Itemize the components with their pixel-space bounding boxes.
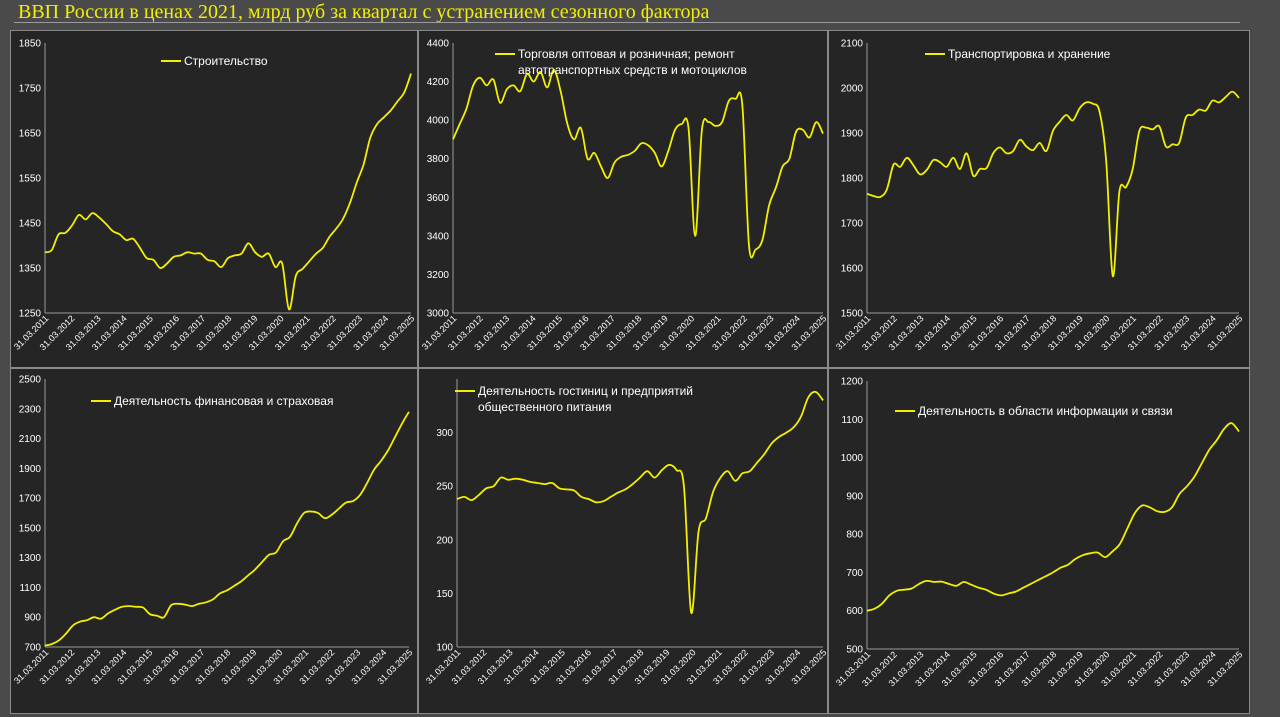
chart-panel-construction: 1250 1350 1450 1550 1650 1750 1850 31.03.2011 31… <box>10 30 418 368</box>
chart-panel-hotels: 100 150 200 250 300 31.03.2011 31.03.2012 31.03… <box>418 368 828 714</box>
y-tick-label: 1600 <box>841 264 864 275</box>
title-divider <box>14 22 1240 23</box>
y-tick-label: 1850 <box>19 39 42 50</box>
page-title: ВВП России в ценах 2021, млрд руб за ква… <box>18 1 710 23</box>
y-tick-label: 1250 <box>19 309 42 320</box>
y-tick-label: 600 <box>846 606 863 617</box>
chart-trade: 3000320034003600380040004200440031.03.20… <box>420 39 827 353</box>
chart-panel-transport: 1500 1600 1700 1800 1900 2000 2100 31.03.2011 31… <box>828 30 1250 368</box>
series-line <box>456 390 824 614</box>
series-line <box>452 69 824 259</box>
y-tick-label: 1900 <box>19 464 42 475</box>
y-tick-label: 100 <box>436 643 453 654</box>
chart-hotels: 10015020025030031.03.201131.03.201231.03… <box>424 379 827 686</box>
y-tick-label: 1900 <box>841 129 864 140</box>
y-tick-label: 500 <box>846 645 863 656</box>
y-tick-label: 150 <box>436 589 453 600</box>
chart-panel-trade: 3000 3200 3400 3600 3800 4000 4200 4400 31.03.20… <box>418 30 828 368</box>
y-tick-label: 1500 <box>841 309 864 320</box>
y-tick-label: 3200 <box>427 270 450 281</box>
y-tick-label: 1800 <box>841 174 864 185</box>
legend-label: Деятельность финансовая и страховая <box>114 394 333 408</box>
chart-transport: 150016001700180019002000210031.03.201131… <box>834 39 1244 353</box>
y-tick-label: 2500 <box>19 375 42 386</box>
y-tick-label: 900 <box>846 491 863 502</box>
y-tick-label: 1350 <box>19 264 42 275</box>
series-line <box>866 90 1240 278</box>
y-tick-label: 1100 <box>841 415 863 426</box>
y-tick-label: 1750 <box>19 84 42 95</box>
series-line <box>44 411 410 647</box>
legend-label: Деятельность гостиниц и предприятий общес… <box>478 384 693 414</box>
y-tick-label: 1700 <box>841 219 864 230</box>
y-tick-label: 300 <box>436 428 453 439</box>
y-tick-label: 250 <box>436 482 453 493</box>
y-tick-label: 2300 <box>19 404 42 415</box>
chart-construction: 125013501450155016501750185031.03.201131… <box>12 39 416 353</box>
y-tick-label: 700 <box>846 568 863 579</box>
y-tick-label: 1500 <box>19 523 42 534</box>
legend-label: Строительство <box>184 54 268 68</box>
legend-label: Транспортировка и хранение <box>948 47 1111 61</box>
y-tick-label: 4400 <box>427 39 450 50</box>
y-tick-label: 800 <box>846 530 863 541</box>
y-tick-label: 2100 <box>841 39 864 50</box>
series-line <box>866 422 1240 612</box>
y-tick-label: 1450 <box>19 219 42 230</box>
y-tick-label: 1700 <box>19 494 42 505</box>
y-tick-label: 200 <box>436 535 453 546</box>
y-tick-label: 700 <box>24 643 41 654</box>
y-tick-label: 3400 <box>427 231 450 242</box>
series-line <box>44 73 412 311</box>
y-tick-label: 1000 <box>841 453 864 464</box>
y-tick-label: 1300 <box>19 553 42 564</box>
y-tick-label: 1650 <box>19 129 42 140</box>
chart-panel-finance: 700 900 1100 1300 1500 1700 1900 2100 2300 2500 31… <box>10 368 418 714</box>
y-tick-label: 3000 <box>427 309 450 320</box>
y-tick-label: 3600 <box>427 193 450 204</box>
chart-panel-it: 500 600 700 800 900 1000 1100 1200 31.03.2011 31.… <box>828 368 1250 714</box>
y-tick-label: 2100 <box>19 434 42 445</box>
legend-label: Торговля оптовая и розничная; ремонт авто… <box>518 47 747 77</box>
y-tick-label: 2000 <box>841 84 864 95</box>
chart-it: 50060070080090010001100120031.03.201131.… <box>834 377 1244 689</box>
legend-label: Деятельность в области информации и связ… <box>918 404 1173 418</box>
chart-finance: 7009001100130015001700190021002300250031… <box>12 375 414 687</box>
y-tick-label: 4200 <box>427 77 450 88</box>
y-tick-label: 1550 <box>19 174 42 185</box>
y-tick-label: 3800 <box>427 154 450 165</box>
y-tick-label: 4000 <box>427 116 450 127</box>
y-tick-label: 1200 <box>841 377 864 388</box>
y-tick-label: 900 <box>24 613 41 624</box>
y-tick-label: 1100 <box>19 583 41 594</box>
